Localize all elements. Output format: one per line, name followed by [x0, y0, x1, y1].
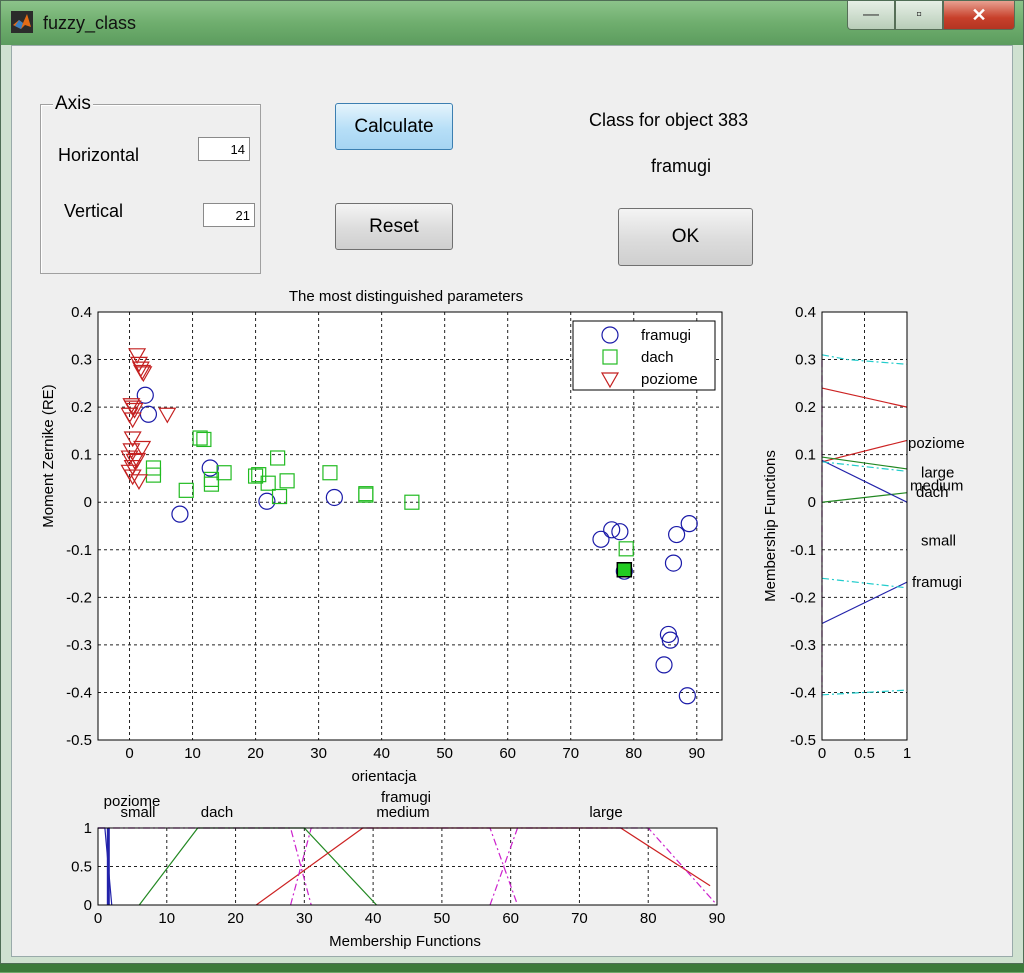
reset-button[interactable]: Reset [335, 203, 453, 250]
horizontal-label: Horizontal [58, 145, 140, 165]
calculate-button[interactable]: Calculate [335, 103, 453, 150]
maximize-button[interactable]: ▫ [895, 1, 943, 30]
ok-button[interactable]: OK [618, 208, 753, 266]
class-result-value: framugi [651, 156, 712, 176]
restore-icon: ▫ [916, 6, 922, 23]
axis-panel-title: Axis [53, 93, 93, 115]
horizontal-input[interactable]: 14 [198, 137, 250, 161]
close-button[interactable]: ✕ [943, 1, 1015, 30]
window-controls: — ▫ ✕ [847, 1, 1015, 31]
matlab-icon [11, 11, 33, 33]
figure-client-area: Axis Horizontal 14 Vertical 21 Calculate… [11, 45, 1013, 957]
vertical-input[interactable]: 21 [203, 203, 255, 227]
axis-panel: Axis Horizontal 14 Vertical 21 [40, 93, 261, 274]
vertical-label: Vertical [64, 201, 124, 221]
window-title: fuzzy_class [43, 13, 137, 33]
class-for-object-label: Class for object 383 [589, 110, 749, 130]
title-bar[interactable]: fuzzy_class — ▫ ✕ [1, 1, 1023, 45]
minimize-button[interactable]: — [847, 1, 895, 30]
minimize-icon: — [863, 6, 879, 23]
close-icon: ✕ [971, 4, 987, 25]
